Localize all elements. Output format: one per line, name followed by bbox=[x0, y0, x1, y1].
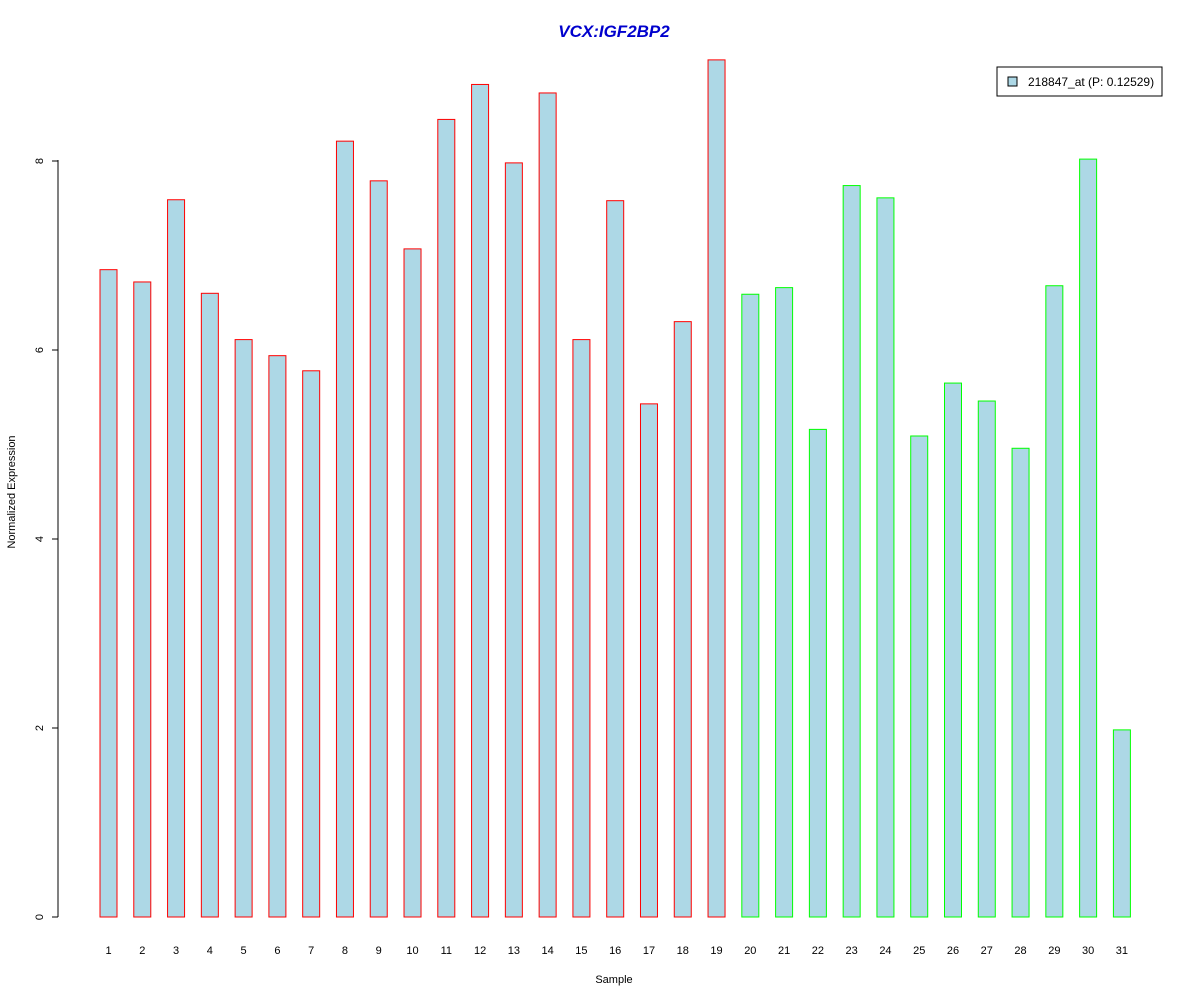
x-tick-label: 12 bbox=[474, 945, 486, 957]
y-axis-label: Normalized Expression bbox=[6, 435, 18, 548]
x-tick-label: 2 bbox=[139, 945, 145, 957]
bar-sample-7 bbox=[302, 370, 321, 918]
x-tick-label: 29 bbox=[1048, 945, 1060, 957]
x-tick-label: 4 bbox=[207, 945, 213, 957]
bar-sample-5 bbox=[234, 339, 253, 918]
x-tick-label: 14 bbox=[542, 945, 554, 957]
x-tick-label: 5 bbox=[241, 945, 247, 957]
y-tick-label: 0 bbox=[34, 914, 46, 920]
bar-sample-15 bbox=[572, 339, 591, 918]
chart-title: VCX:IGF2BP2 bbox=[558, 22, 670, 41]
y-tick-label: 6 bbox=[34, 347, 46, 353]
y-axis: 0 2 4 6 8 bbox=[34, 158, 59, 920]
bar-sample-31 bbox=[1112, 729, 1131, 918]
x-tick-label: 27 bbox=[981, 945, 993, 957]
bar-sample-29 bbox=[1045, 285, 1064, 918]
legend: 218847_at (P: 0.12529) bbox=[996, 66, 1163, 97]
x-tick-label: 19 bbox=[710, 945, 722, 957]
x-tick-labels: 1 2 3 4 5 6 7 8 9 10 11 12 13 14 15 16 17 18 19 20 21 22 23 24 2… bbox=[105, 945, 1128, 957]
bar-sample-6 bbox=[268, 355, 287, 918]
bar-sample-19 bbox=[707, 59, 726, 918]
x-axis-label: Sample bbox=[595, 974, 632, 986]
legend-swatch bbox=[1007, 76, 1018, 87]
bar-sample-1 bbox=[99, 269, 118, 918]
x-tick-label: 6 bbox=[274, 945, 280, 957]
bar-sample-22 bbox=[808, 428, 827, 918]
bar-sample-13 bbox=[504, 162, 523, 918]
bar-sample-4 bbox=[200, 292, 219, 918]
x-tick-label: 30 bbox=[1082, 945, 1094, 957]
bar-sample-16 bbox=[606, 200, 625, 918]
bar-sample-25 bbox=[910, 435, 929, 918]
bar-sample-18 bbox=[673, 321, 692, 918]
x-tick-label: 8 bbox=[342, 945, 348, 957]
bar-sample-30 bbox=[1079, 158, 1098, 918]
x-tick-label: 28 bbox=[1014, 945, 1026, 957]
bar-sample-24 bbox=[876, 197, 895, 918]
bar-sample-27 bbox=[977, 400, 996, 918]
bar-sample-23 bbox=[842, 185, 861, 918]
x-tick-label: 26 bbox=[947, 945, 959, 957]
x-tick-label: 3 bbox=[173, 945, 179, 957]
bar-sample-21 bbox=[775, 287, 794, 918]
x-tick-label: 16 bbox=[609, 945, 621, 957]
bar-sample-12 bbox=[471, 83, 490, 918]
x-tick-label: 31 bbox=[1116, 945, 1128, 957]
x-tick-label: 9 bbox=[376, 945, 382, 957]
legend-label: 218847_at (P: 0.12529) bbox=[1028, 75, 1154, 89]
y-tick-label: 4 bbox=[34, 536, 46, 542]
x-tick-label: 25 bbox=[913, 945, 925, 957]
y-tick-label: 2 bbox=[34, 725, 46, 731]
x-tick-label: 18 bbox=[677, 945, 689, 957]
x-tick-label: 24 bbox=[879, 945, 891, 957]
x-tick-label: 22 bbox=[812, 945, 824, 957]
bars bbox=[99, 59, 1131, 918]
x-tick-label: 21 bbox=[778, 945, 790, 957]
bar-sample-11 bbox=[437, 118, 456, 918]
x-tick-label: 20 bbox=[744, 945, 756, 957]
x-tick-label: 1 bbox=[105, 945, 111, 957]
bar-sample-8 bbox=[335, 140, 354, 918]
x-tick-label: 10 bbox=[406, 945, 418, 957]
bar-sample-14 bbox=[538, 92, 557, 918]
bar-sample-20 bbox=[741, 293, 760, 918]
y-tick-label: 8 bbox=[34, 158, 46, 164]
x-tick-label: 23 bbox=[846, 945, 858, 957]
legend-box bbox=[996, 66, 1163, 97]
bar-sample-2 bbox=[133, 281, 152, 918]
bar-sample-9 bbox=[369, 180, 388, 918]
bar-sample-26 bbox=[944, 382, 962, 918]
x-tick-label: 13 bbox=[508, 945, 520, 957]
bar-sample-28 bbox=[1011, 447, 1030, 918]
x-tick-label: 11 bbox=[441, 945, 452, 957]
x-tick-label: 7 bbox=[308, 945, 314, 957]
bar-sample-10 bbox=[403, 248, 422, 918]
x-tick-label: 15 bbox=[575, 945, 587, 957]
x-tick-label: 17 bbox=[643, 945, 655, 957]
bar-sample-17 bbox=[639, 403, 658, 918]
bar-sample-3 bbox=[167, 199, 186, 918]
